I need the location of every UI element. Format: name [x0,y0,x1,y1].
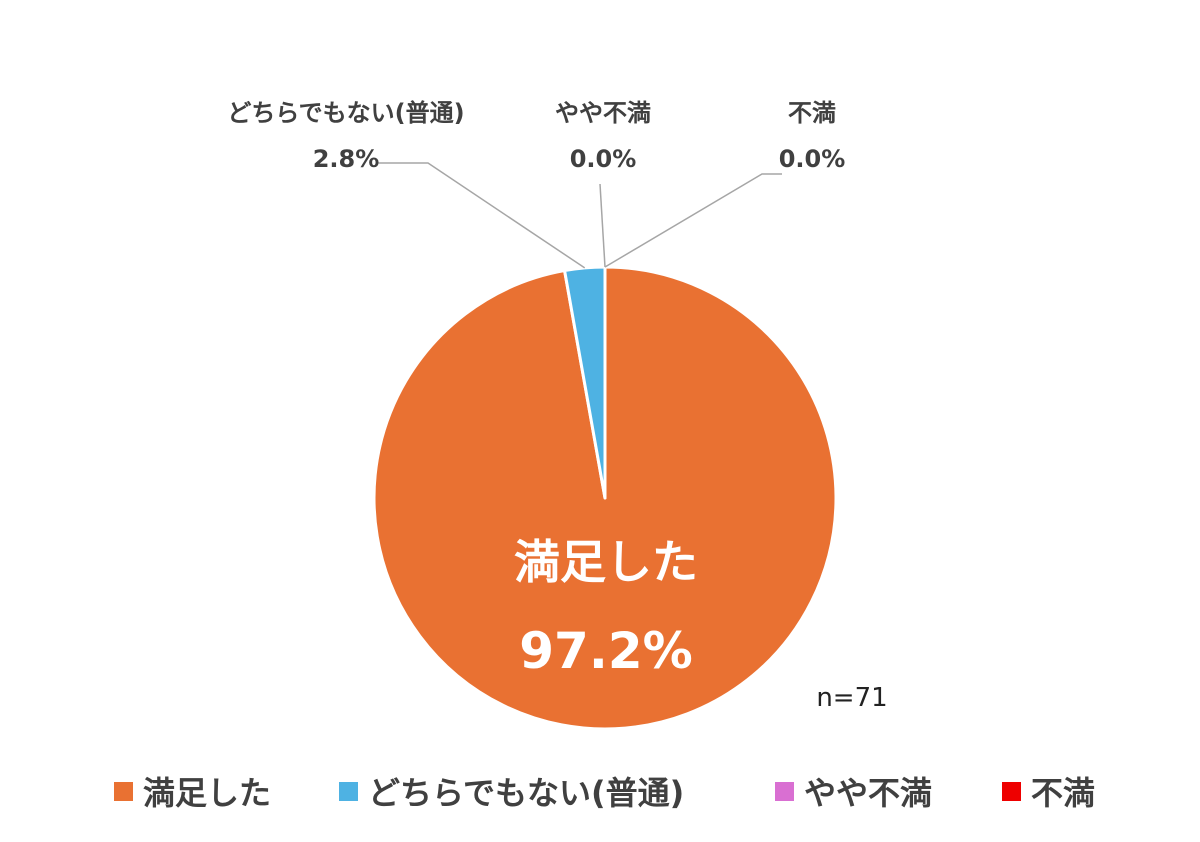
legend-label: どちらでもない(普通) [368,774,684,812]
leader-line [599,183,606,268]
leader-lines [378,162,782,269]
slice-value-label: 2.8% [313,145,380,173]
legend-label: 満足した [143,774,271,812]
legend: 満足した どちらでもない(普通) やや不満 不満 [114,774,1095,812]
slice-name-label: どちらでもない(普通) [227,99,464,127]
leader-line [604,173,782,268]
sample-size-note: n=71 [816,683,887,713]
legend-swatch [114,782,133,801]
legend-swatch [1002,782,1021,801]
slice-labels: どちらでもない(普通) 2.8% やや不満 0.0% 不満 0.0% 満足した … [227,99,845,680]
slice-value-label: 97.2% [519,622,692,680]
slice-name-label: 満足した [514,535,698,589]
legend-label: 不満 [1031,774,1095,812]
leader-line [378,162,586,269]
slice-name-label: 不満 [788,99,836,127]
slice-value-label: 0.0% [570,145,637,173]
slice-name-label: やや不満 [555,99,651,127]
legend-label: やや不満 [804,774,932,812]
pie-slices [372,265,838,731]
slice-value-label: 0.0% [779,145,846,173]
legend-swatch [775,782,794,801]
legend-swatch [339,782,358,801]
